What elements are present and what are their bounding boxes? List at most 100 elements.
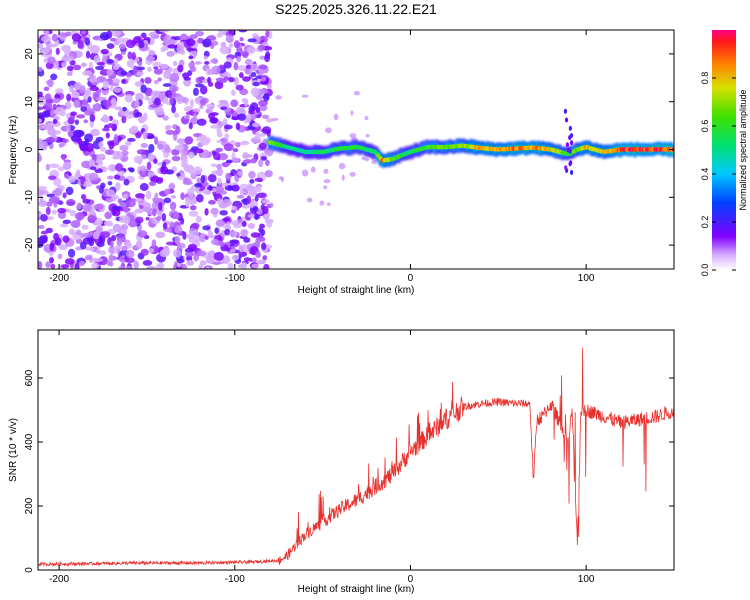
noise-blob [81,224,89,230]
noise-blob [223,76,230,81]
noise-blob [45,206,51,216]
noise-blob [189,34,198,39]
noise-blob [148,248,155,253]
noise-blob [148,31,159,37]
noise-blob [241,261,248,269]
noise-blob [121,79,126,84]
noise-blob [80,30,87,35]
noise-blob [87,214,96,223]
noise-blob [107,123,114,129]
noise-blob [116,239,123,247]
snr-xtick-label: -200 [49,574,69,585]
snr-xtick-label: -100 [225,574,245,585]
noise-blob [111,205,122,211]
noise-blob [264,54,271,63]
noise-blob [255,131,260,139]
noise-blob [133,65,138,74]
noise-blob [125,249,135,259]
colorbar-ticks: 0.0 0.2 0.4 0.6 0.8 [700,72,736,276]
noise-blob [247,222,256,230]
noise-blob [124,114,134,119]
noise-blob [105,189,116,197]
noise-blob [126,59,135,68]
noise-blob [176,242,186,249]
noise-blob [258,142,267,150]
noise-blob [158,202,163,211]
noise-blob [194,61,202,65]
noise-blob [187,187,195,197]
noise-blob [165,124,172,130]
noise-blob [69,59,76,66]
noise-blob [140,32,147,39]
noise-blob [248,257,253,262]
noise-blob [40,230,48,235]
noise-blob [230,220,239,226]
noise-blob [361,156,366,161]
noise-blob [122,193,129,200]
noise-blob [241,229,248,237]
noise-blob [259,55,265,60]
noise-blob [88,172,99,181]
noise-blob [228,76,235,83]
snr-ylabel: SNR (10 * v/v) [8,418,19,482]
noise-blob [217,177,222,186]
noise-blob [100,48,109,55]
noise-blob [74,262,80,269]
noise-blob [109,85,114,92]
noise-blob [125,39,136,49]
noise-blob [173,112,180,118]
noise-blob [262,255,268,261]
spectrogram-ytick-label: 20 [24,48,35,60]
noise-blob [164,188,171,196]
noise-blob [213,185,225,194]
noise-blob [87,96,92,103]
noise-blob [125,71,132,78]
noise-blob [134,99,140,109]
noise-blob [99,147,107,152]
noise-blob [237,65,247,71]
noise-blob [147,152,154,162]
noise-blob [145,55,156,62]
noise-blob [175,125,181,135]
noise-blob [255,250,261,258]
noise-blob [171,87,176,96]
noise-blob [129,111,134,115]
noise-blob [254,177,263,182]
noise-blob [52,118,58,124]
noise-blob [166,50,175,57]
noise-blob [257,88,269,95]
noise-blob [117,198,123,204]
spectrogram-xtick-label: -100 [225,273,245,284]
noise-blob [219,210,228,216]
noise-blob [101,127,111,132]
noise-blob [103,99,113,108]
noise-blob [248,109,255,115]
noise-blob [144,95,150,101]
noise-blob [45,137,56,143]
noise-blob [177,64,184,73]
noise-blob [112,64,120,71]
noise-blob [203,55,208,60]
noise-blob [66,71,73,77]
noise-blob [99,231,111,239]
noise-blob [259,104,268,112]
noise-blob [77,40,84,49]
noise-blob [338,162,346,170]
noise-blob [139,183,149,191]
snr-frame [37,329,675,571]
noise-blob [252,81,260,87]
noise-blob [181,158,189,166]
noise-blob [242,50,249,59]
noise-blob [212,187,217,193]
noise-blob [43,86,50,92]
noise-blob [135,132,142,139]
noise-blob [204,235,209,240]
noise-blob [371,159,377,165]
noise-blob [187,243,198,252]
noise-blob [265,30,270,38]
noise-blob [250,102,259,111]
noise-blob [238,72,244,79]
noise-blob [182,143,189,151]
noise-blob [194,83,204,88]
noise-blob [199,238,206,243]
